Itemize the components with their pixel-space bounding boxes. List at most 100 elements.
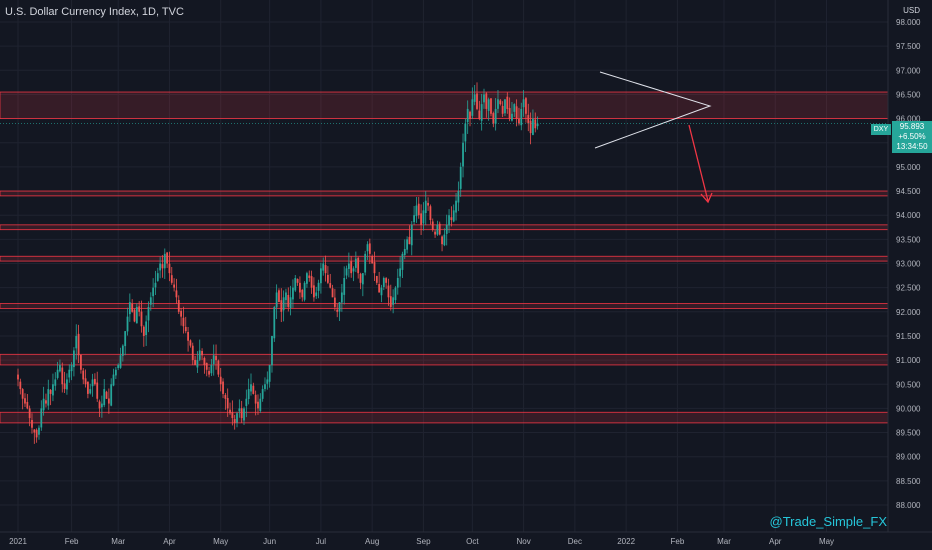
candle-body bbox=[87, 381, 89, 394]
candle-body bbox=[240, 408, 243, 419]
candle-body bbox=[525, 98, 527, 114]
price-tick-label: 88.000 bbox=[896, 501, 921, 510]
price-tick-label: 96.500 bbox=[896, 90, 921, 99]
candle-body bbox=[201, 350, 203, 356]
candle-body bbox=[317, 282, 320, 291]
candle-body bbox=[159, 263, 162, 271]
candle-body bbox=[497, 99, 499, 109]
candle-body bbox=[378, 284, 381, 293]
time-tick-label: Sep bbox=[416, 537, 431, 546]
candle-body bbox=[275, 292, 278, 308]
support-resistance-zone bbox=[0, 91, 889, 120]
candle-body bbox=[126, 316, 129, 332]
candle-body bbox=[476, 93, 478, 109]
candle-body bbox=[166, 252, 169, 264]
candle-body bbox=[168, 263, 171, 274]
candle-body bbox=[406, 239, 409, 250]
candle-body bbox=[203, 357, 206, 365]
candle-body bbox=[459, 166, 462, 189]
candle-body bbox=[189, 340, 192, 346]
price-tick-label: 93.000 bbox=[896, 260, 921, 269]
candle-body bbox=[466, 108, 469, 123]
candle-body bbox=[217, 360, 220, 375]
candle-body bbox=[473, 94, 476, 102]
candle-body bbox=[278, 290, 280, 303]
symbol-tag: DXY bbox=[871, 124, 891, 135]
candle-body bbox=[75, 335, 78, 349]
price-tick-label: 93.500 bbox=[896, 235, 921, 244]
candle-body bbox=[268, 364, 271, 382]
candle-body bbox=[352, 268, 355, 272]
candle-body bbox=[128, 302, 131, 315]
candle-body bbox=[93, 378, 96, 385]
candle-body bbox=[98, 401, 101, 409]
candle-body bbox=[434, 231, 436, 235]
price-axis-background bbox=[888, 0, 932, 550]
candle-body bbox=[117, 364, 120, 369]
candle-body bbox=[415, 205, 418, 217]
time-tick-label: Jun bbox=[263, 537, 276, 546]
candle-body bbox=[287, 295, 290, 307]
candle-body bbox=[33, 429, 36, 433]
time-tick-label: Oct bbox=[466, 537, 479, 546]
candle-body bbox=[28, 408, 31, 419]
candle-body bbox=[135, 306, 138, 324]
last-price-tag: 95.893 +6.50% 13:34:50 bbox=[892, 121, 932, 153]
candle-body bbox=[338, 302, 341, 312]
candle-body bbox=[522, 99, 525, 108]
watermark: @Trade_Simple_FX bbox=[769, 514, 887, 529]
candle-body bbox=[96, 382, 99, 399]
candle-body bbox=[450, 217, 453, 221]
candle-body bbox=[401, 253, 404, 270]
candle-body bbox=[222, 381, 224, 394]
candle-body bbox=[299, 282, 301, 293]
candle-body bbox=[303, 282, 306, 300]
candle-body bbox=[532, 118, 534, 135]
candle-body bbox=[292, 287, 294, 300]
price-tick-label: 89.500 bbox=[896, 429, 921, 438]
candle-body bbox=[366, 244, 369, 252]
candle-body bbox=[347, 263, 350, 269]
candle-body bbox=[310, 276, 313, 288]
candle-body bbox=[24, 398, 26, 404]
candle-body bbox=[56, 369, 59, 378]
candle-body bbox=[140, 311, 143, 327]
support-resistance-zone bbox=[0, 411, 889, 424]
candle-body bbox=[52, 384, 54, 396]
candle-body bbox=[191, 345, 194, 361]
time-tick-label: Apr bbox=[163, 537, 176, 546]
candle-body bbox=[413, 215, 415, 223]
candle-body bbox=[511, 113, 513, 121]
candle-body bbox=[247, 389, 250, 400]
candle-body bbox=[399, 268, 402, 277]
candle-body bbox=[385, 278, 388, 283]
candle-body bbox=[452, 210, 455, 222]
price-tick-label: 97.000 bbox=[896, 66, 921, 75]
candle-body bbox=[68, 369, 71, 378]
candle-body bbox=[119, 355, 122, 368]
candle-body bbox=[38, 427, 40, 435]
candle-body bbox=[31, 420, 33, 428]
candle-body bbox=[345, 268, 348, 276]
candle-body bbox=[387, 285, 390, 298]
candle-body bbox=[324, 265, 327, 274]
time-tick-label: Dec bbox=[568, 537, 582, 546]
candle-body bbox=[506, 96, 509, 109]
candle-body bbox=[229, 409, 231, 414]
candle-body bbox=[380, 287, 383, 296]
candle-body bbox=[84, 378, 87, 385]
candle-body bbox=[82, 370, 85, 380]
time-tick-label: 2022 bbox=[617, 537, 635, 546]
candle-body bbox=[66, 379, 68, 390]
candle-body bbox=[205, 362, 208, 370]
candle-body bbox=[422, 210, 425, 224]
candle-body bbox=[226, 398, 229, 409]
support-resistance-zone bbox=[0, 190, 889, 197]
candle-body bbox=[322, 263, 325, 271]
candle-body bbox=[329, 283, 332, 288]
candle-body bbox=[233, 419, 236, 423]
candle-body bbox=[280, 300, 283, 312]
candle-body bbox=[315, 292, 318, 296]
